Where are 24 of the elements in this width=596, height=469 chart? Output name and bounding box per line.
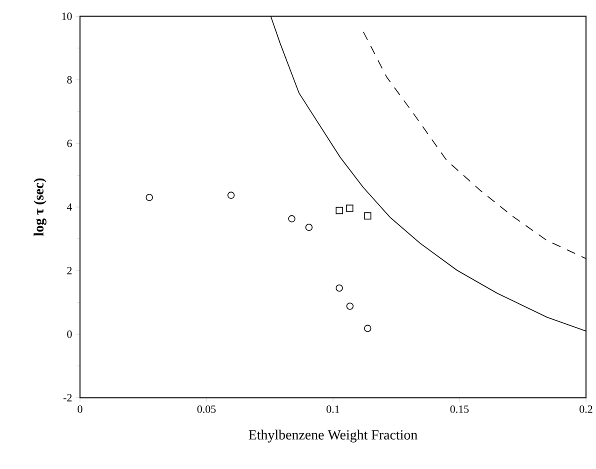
y-tick-label: 6	[67, 140, 72, 148]
y-tick-label: 4	[66, 203, 72, 211]
y-tick-label: -2	[64, 394, 72, 402]
point	[346, 302, 354, 310]
point	[227, 192, 235, 199]
point	[364, 212, 372, 220]
point	[146, 194, 153, 202]
x-tick-label: 0.15	[450, 405, 469, 413]
y-tick-label: 2	[67, 266, 72, 274]
point	[336, 284, 343, 292]
point	[346, 204, 354, 212]
x-axis-title: Ethylbenzene Weight Fraction	[248, 430, 418, 442]
point	[364, 324, 372, 332]
x-tick-label: 0.2	[580, 405, 592, 413]
y-tick-label: 10	[62, 12, 72, 20]
y-tick-label: 8	[67, 76, 72, 84]
x-tick-label: 0.05	[197, 405, 216, 413]
y-axis-title: log τ (sec)	[34, 178, 46, 236]
x-tick-label: 0	[78, 405, 82, 413]
point	[288, 215, 296, 222]
point	[305, 224, 313, 231]
y-tick-label: 0	[67, 330, 72, 338]
x-tick-label: 0.1	[326, 405, 340, 413]
point	[336, 206, 343, 214]
